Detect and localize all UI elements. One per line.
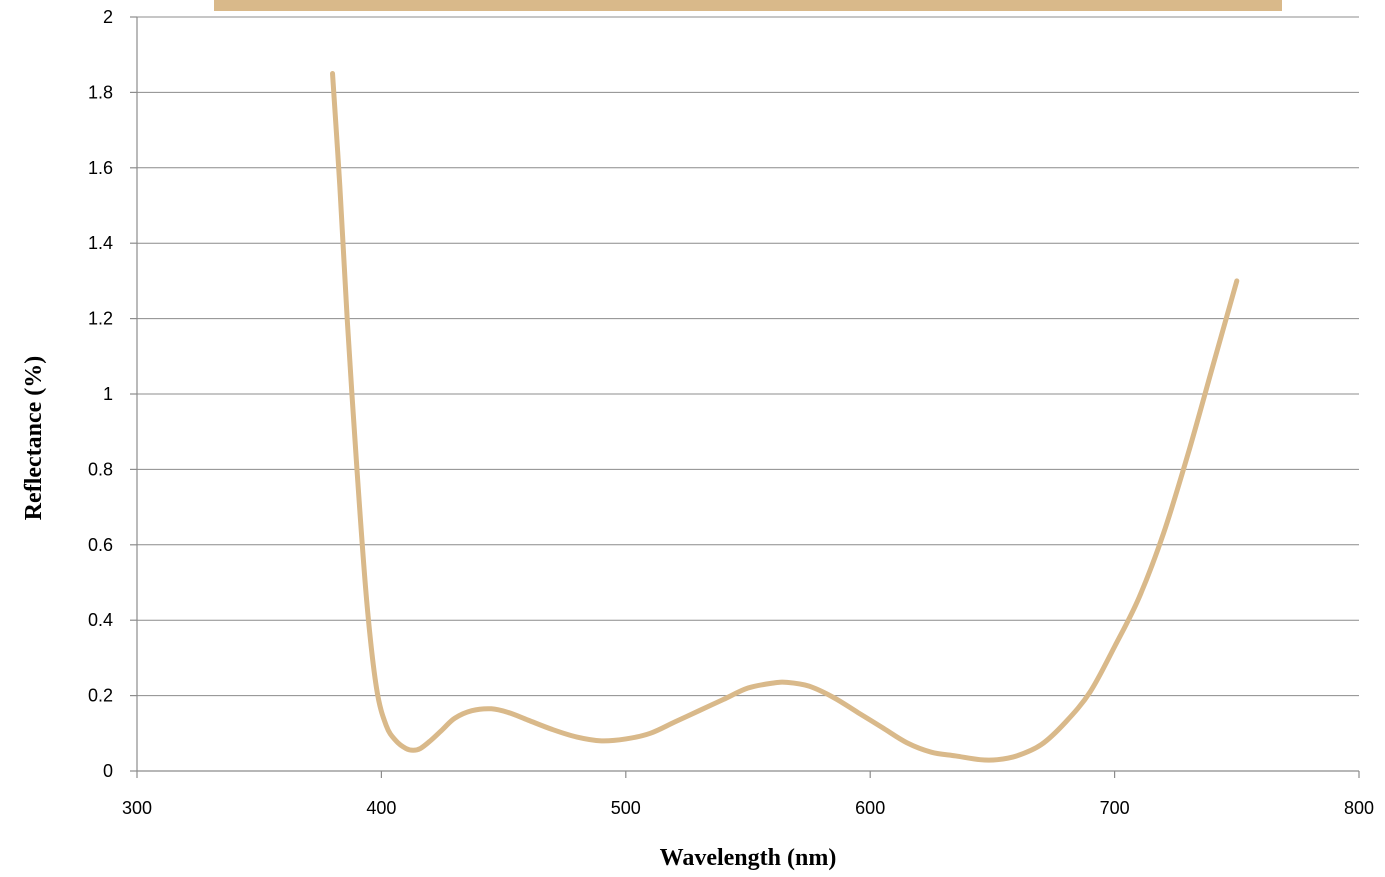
x-tick-label: 600 bbox=[855, 798, 885, 818]
y-tick-label: 1.6 bbox=[88, 158, 113, 178]
reflectance-series-line bbox=[330, 71, 1240, 763]
gridlines bbox=[137, 16, 1359, 697]
y-tick-label: 1.8 bbox=[88, 82, 113, 102]
y-tick-label: 1.2 bbox=[88, 309, 113, 329]
y-tick-label: 1.4 bbox=[88, 233, 113, 253]
y-axis-title: Reflectance (%) bbox=[21, 356, 47, 521]
x-axis-title: Wavelength (nm) bbox=[660, 845, 837, 871]
y-tick-label: 0.8 bbox=[88, 459, 113, 479]
y-tick-label: 0.4 bbox=[88, 610, 113, 630]
y-tick-label: 2 bbox=[103, 7, 113, 27]
y-tick-label: 0 bbox=[103, 761, 113, 781]
x-tick-label: 400 bbox=[366, 798, 396, 818]
series-group bbox=[330, 71, 1240, 763]
x-axis-ticks: 300 400 500 600 700 800 bbox=[122, 771, 1374, 818]
y-tick-label: 0.2 bbox=[88, 686, 113, 706]
legend-bar bbox=[214, 0, 1282, 11]
y-axis-ticks: 0 0.2 0.4 0.6 0.8 1 1.2 1.4 1.6 1.8 2 bbox=[88, 7, 137, 781]
x-tick-label: 300 bbox=[122, 798, 152, 818]
x-tick-label: 800 bbox=[1344, 798, 1374, 818]
y-tick-label: 1 bbox=[103, 384, 113, 404]
x-tick-label: 500 bbox=[611, 798, 641, 818]
y-tick-label: 0.6 bbox=[88, 535, 113, 555]
x-tick-label: 700 bbox=[1100, 798, 1130, 818]
